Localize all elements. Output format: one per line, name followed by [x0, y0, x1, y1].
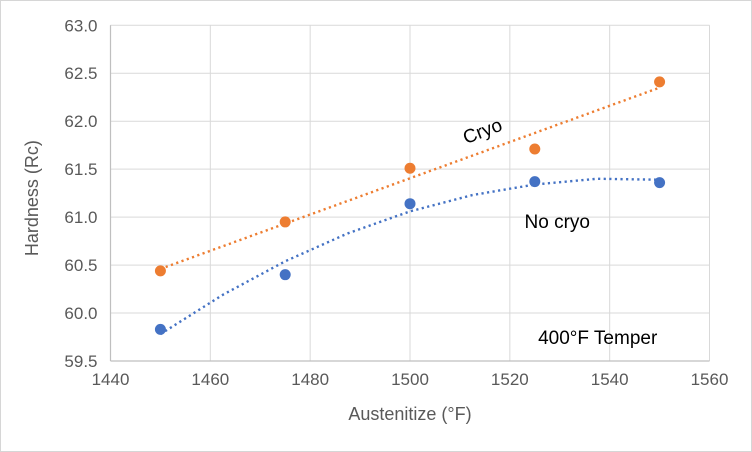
data-point-no-cryo-1475[interactable]	[279, 269, 291, 281]
x-tick-label: 1460	[191, 370, 229, 389]
x-axis-title: Austenitize (°F)	[348, 404, 471, 424]
y-axis-title: Hardness (Rc)	[22, 140, 42, 256]
data-point-cryo-1500[interactable]	[404, 162, 416, 174]
x-tick-label: 1540	[591, 370, 629, 389]
data-point-cryo-1550[interactable]	[654, 76, 666, 88]
x-tick-label: 1440	[92, 370, 130, 389]
trendline-no-cryo	[159, 177, 660, 336]
x-tick-label: 1560	[691, 370, 729, 389]
data-point-cryo-1525[interactable]	[529, 143, 541, 155]
y-tick-label: 62.5	[64, 64, 97, 83]
data-point-cryo-1475[interactable]	[279, 216, 291, 228]
data-point-cryo-1450[interactable]	[154, 265, 166, 277]
y-tick-label: 60.0	[64, 304, 97, 323]
y-tick-label: 63.0	[64, 16, 97, 35]
data-point-no-cryo-1450[interactable]	[154, 323, 166, 335]
data-point-no-cryo-1525[interactable]	[529, 176, 541, 188]
x-tick-label: 1500	[391, 370, 429, 389]
annotation-cryo: Cryo	[460, 115, 505, 149]
trendline-cryo	[160, 86, 660, 271]
y-tick-label: 61.5	[64, 160, 97, 179]
x-tick-label: 1480	[291, 370, 329, 389]
y-tick-label: 62.0	[64, 112, 97, 131]
x-tick-label: 1520	[491, 370, 529, 389]
annotation-no-cryo: No cryo	[525, 212, 590, 233]
y-tick-label: 60.5	[64, 256, 97, 275]
y-tick-label: 59.5	[64, 352, 97, 371]
data-point-no-cryo-1500[interactable]	[404, 198, 416, 210]
data-point-no-cryo-1550[interactable]	[654, 177, 666, 189]
y-tick-label: 61.0	[64, 208, 97, 227]
annotation-400-f-temper: 400°F Temper	[538, 328, 658, 349]
